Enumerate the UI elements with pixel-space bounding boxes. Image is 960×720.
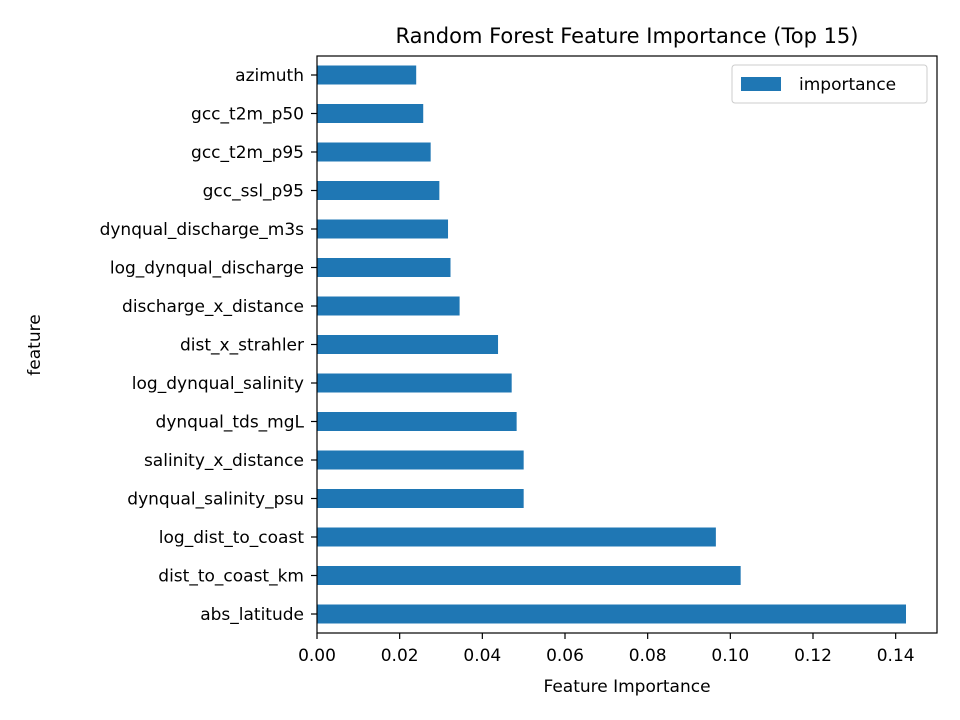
x-axis-title: Feature Importance bbox=[543, 677, 710, 697]
bars-group bbox=[317, 65, 906, 624]
y-tick-label-dist-x-strahler: dist_x_strahler bbox=[180, 336, 304, 356]
x-tick-label: 0.06 bbox=[546, 646, 584, 666]
legend-swatch bbox=[741, 77, 781, 91]
bar-dynqual-discharge-m3s bbox=[317, 219, 449, 239]
legend-frame bbox=[731, 64, 928, 104]
y-tick-label-log-dynqual-discharge: log_dynqual_discharge bbox=[110, 259, 304, 279]
y-axis-title: feature bbox=[25, 314, 45, 375]
y-tick-label-discharge-x-distance: discharge_x_distance bbox=[122, 297, 304, 317]
x-tick-label: 0.10 bbox=[711, 646, 749, 666]
y-tick-label-azimuth: azimuth bbox=[235, 66, 304, 86]
bar-dist-x-strahler bbox=[317, 335, 499, 354]
y-tick-label-salinity-x-distance: salinity_x_distance bbox=[144, 451, 304, 471]
chart-title: Random Forest Feature Importance (Top 15… bbox=[395, 24, 858, 48]
bar-gcc-t2m-p95 bbox=[317, 142, 431, 162]
bar-dist-to-coast-km bbox=[317, 566, 741, 585]
y-tick-label-gcc-t2m-p50: gcc_t2m_p50 bbox=[191, 105, 304, 125]
x-tick-label: 0.14 bbox=[877, 646, 915, 666]
legend-label: importance bbox=[799, 75, 896, 95]
x-tick-label: 0.08 bbox=[629, 646, 667, 666]
bar-log-dist-to-coast bbox=[317, 527, 716, 547]
bar-log-dynqual-salinity bbox=[317, 373, 512, 393]
y-tick-label-abs-latitude: abs_latitude bbox=[200, 605, 304, 625]
bar-gcc-t2m-p50 bbox=[317, 104, 424, 123]
x-axis-ticks: 0.00 0.02 0.04 0.06 0.08 0.10 0.12 0.14 bbox=[298, 633, 915, 666]
bar-salinity-x-distance bbox=[317, 450, 524, 470]
x-tick-label: 0.04 bbox=[463, 646, 501, 666]
bar-gcc-ssl-p95 bbox=[317, 181, 440, 200]
bar-dynqual-salinity-psu bbox=[317, 489, 524, 508]
y-tick-label-dynqual-discharge-m3s: dynqual_discharge_m3s bbox=[100, 220, 305, 240]
y-tick-label-dist-to-coast-km: dist_to_coast_km bbox=[158, 567, 304, 587]
y-tick-label-gcc-ssl-p95: gcc_ssl_p95 bbox=[203, 182, 304, 202]
bar-discharge-x-distance bbox=[317, 296, 460, 316]
x-tick-label: 0.02 bbox=[381, 646, 419, 666]
x-tick-label: 0.00 bbox=[298, 646, 336, 666]
y-axis-ticks: abs_latitude dist_to_coast_km log_dist_to_… bbox=[100, 66, 317, 625]
y-tick-label-log-dynqual-salinity: log_dynqual_salinity bbox=[132, 374, 304, 394]
x-tick-label: 0.12 bbox=[794, 646, 832, 666]
bar-azimuth bbox=[317, 65, 417, 85]
y-tick-label-dynqual-salinity-psu: dynqual_salinity_psu bbox=[127, 490, 304, 510]
y-tick-label-dynqual-tds-mgl: dynqual_tds_mgL bbox=[156, 413, 305, 433]
y-tick-label-log-dist-to-coast: log_dist_to_coast bbox=[159, 528, 305, 548]
plot-frame bbox=[316, 55, 938, 634]
y-tick-label-gcc-t2m-p95: gcc_t2m_p95 bbox=[191, 143, 304, 163]
legend: importance bbox=[731, 64, 928, 104]
bar-log-dynqual-discharge bbox=[317, 258, 451, 277]
bar-abs-latitude bbox=[317, 604, 906, 624]
bar-dynqual-tds-mgl bbox=[317, 412, 517, 431]
